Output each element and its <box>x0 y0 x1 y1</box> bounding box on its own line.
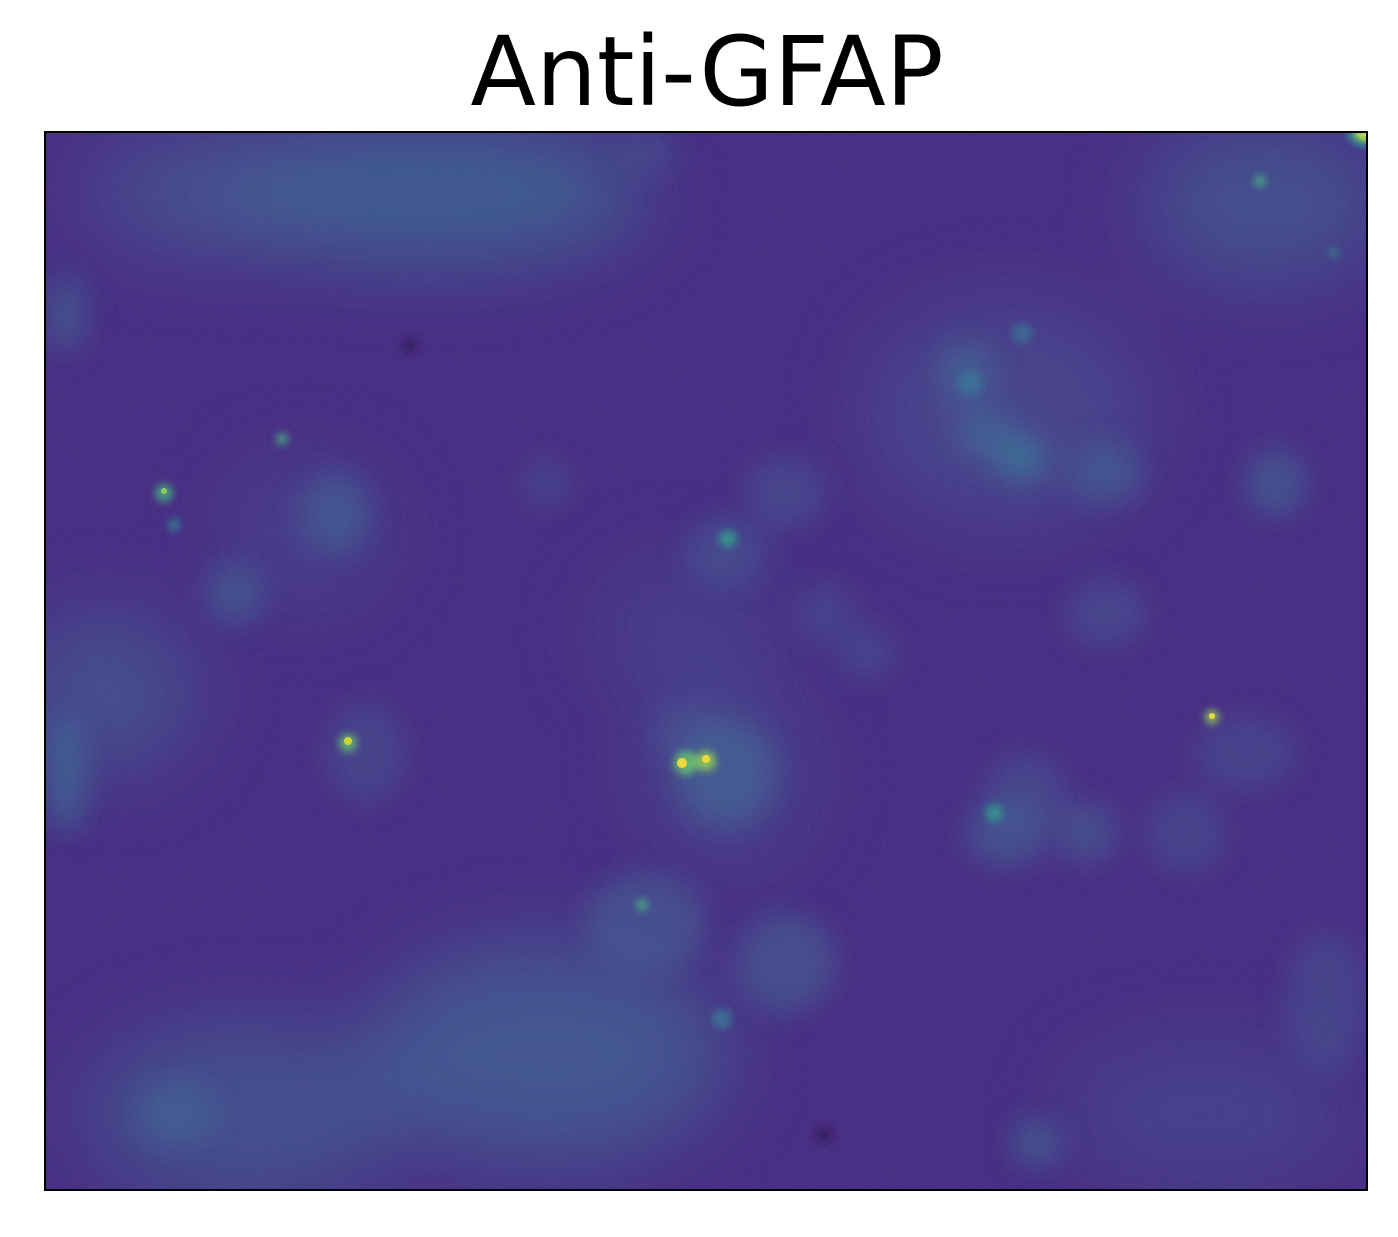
microscopy-image-canvas <box>46 133 1366 1189</box>
image-noise <box>46 133 1366 1189</box>
figure-title: Anti-GFAP <box>0 14 1398 130</box>
microscopy-image <box>44 131 1368 1191</box>
